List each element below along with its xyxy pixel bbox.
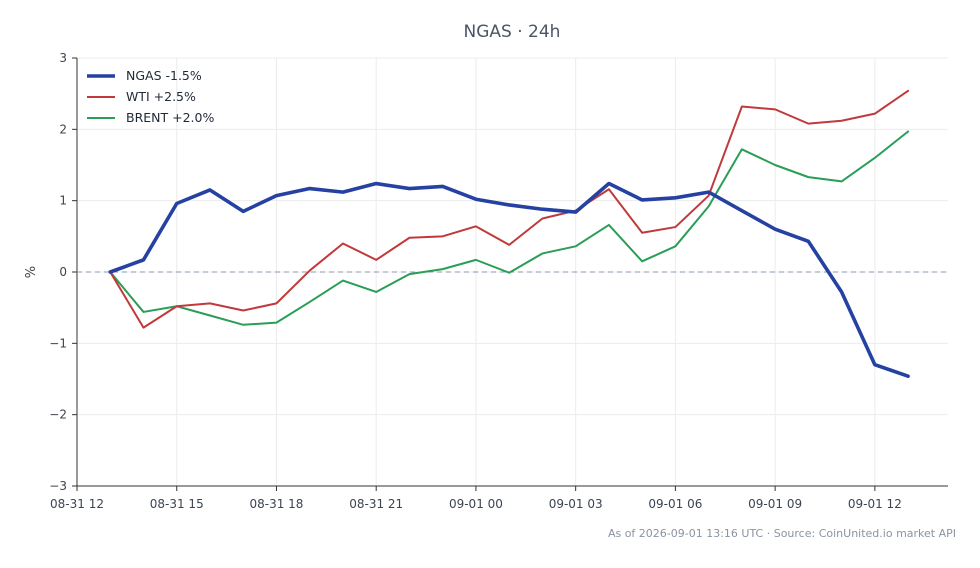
x-tick-label: 09-01 03 — [549, 497, 603, 511]
y-tick-label: 2 — [59, 122, 67, 136]
legend-label: NGAS -1.5% — [126, 68, 202, 83]
legend-label: BRENT +2.0% — [126, 110, 214, 125]
x-tick-label: 08-31 21 — [349, 497, 403, 511]
y-tick-label: −3 — [49, 479, 67, 493]
series-line-2 — [109, 130, 910, 326]
legend: NGAS -1.5% WTI +2.5% BRENT +2.0% — [87, 68, 214, 125]
y-axis-label: % — [24, 266, 39, 278]
tick-labels: 3 2 1 0 −1 −2 −3 08-31 12 08-31 15 08-31 18 08-31 … — [49, 51, 902, 511]
chart-title: NGAS · 24h — [464, 22, 561, 42]
legend-label: WTI +2.5% — [126, 89, 196, 104]
x-tick-label: 09-01 09 — [748, 497, 802, 511]
y-tick-label: 0 — [59, 265, 67, 279]
series-line-1 — [109, 89, 910, 329]
y-tick-label: −2 — [49, 408, 67, 422]
y-tick-label: −1 — [49, 336, 67, 350]
x-tick-label: 09-01 06 — [648, 497, 702, 511]
x-tick-label: 09-01 00 — [449, 497, 503, 511]
series-line-0 — [108, 181, 910, 378]
x-tick-label: 09-01 12 — [848, 497, 902, 511]
x-tick-label: 08-31 15 — [150, 497, 204, 511]
y-tick-label: 3 — [59, 51, 67, 65]
y-tick-label: 1 — [59, 194, 67, 208]
axes — [72, 57, 948, 491]
footer-source-note: As of 2026-09-01 13:16 UTC · Source: Coi… — [608, 527, 956, 540]
x-tick-label: 08-31 12 — [50, 497, 104, 511]
x-tick-label: 08-31 18 — [249, 497, 303, 511]
series-lines — [108, 89, 910, 378]
